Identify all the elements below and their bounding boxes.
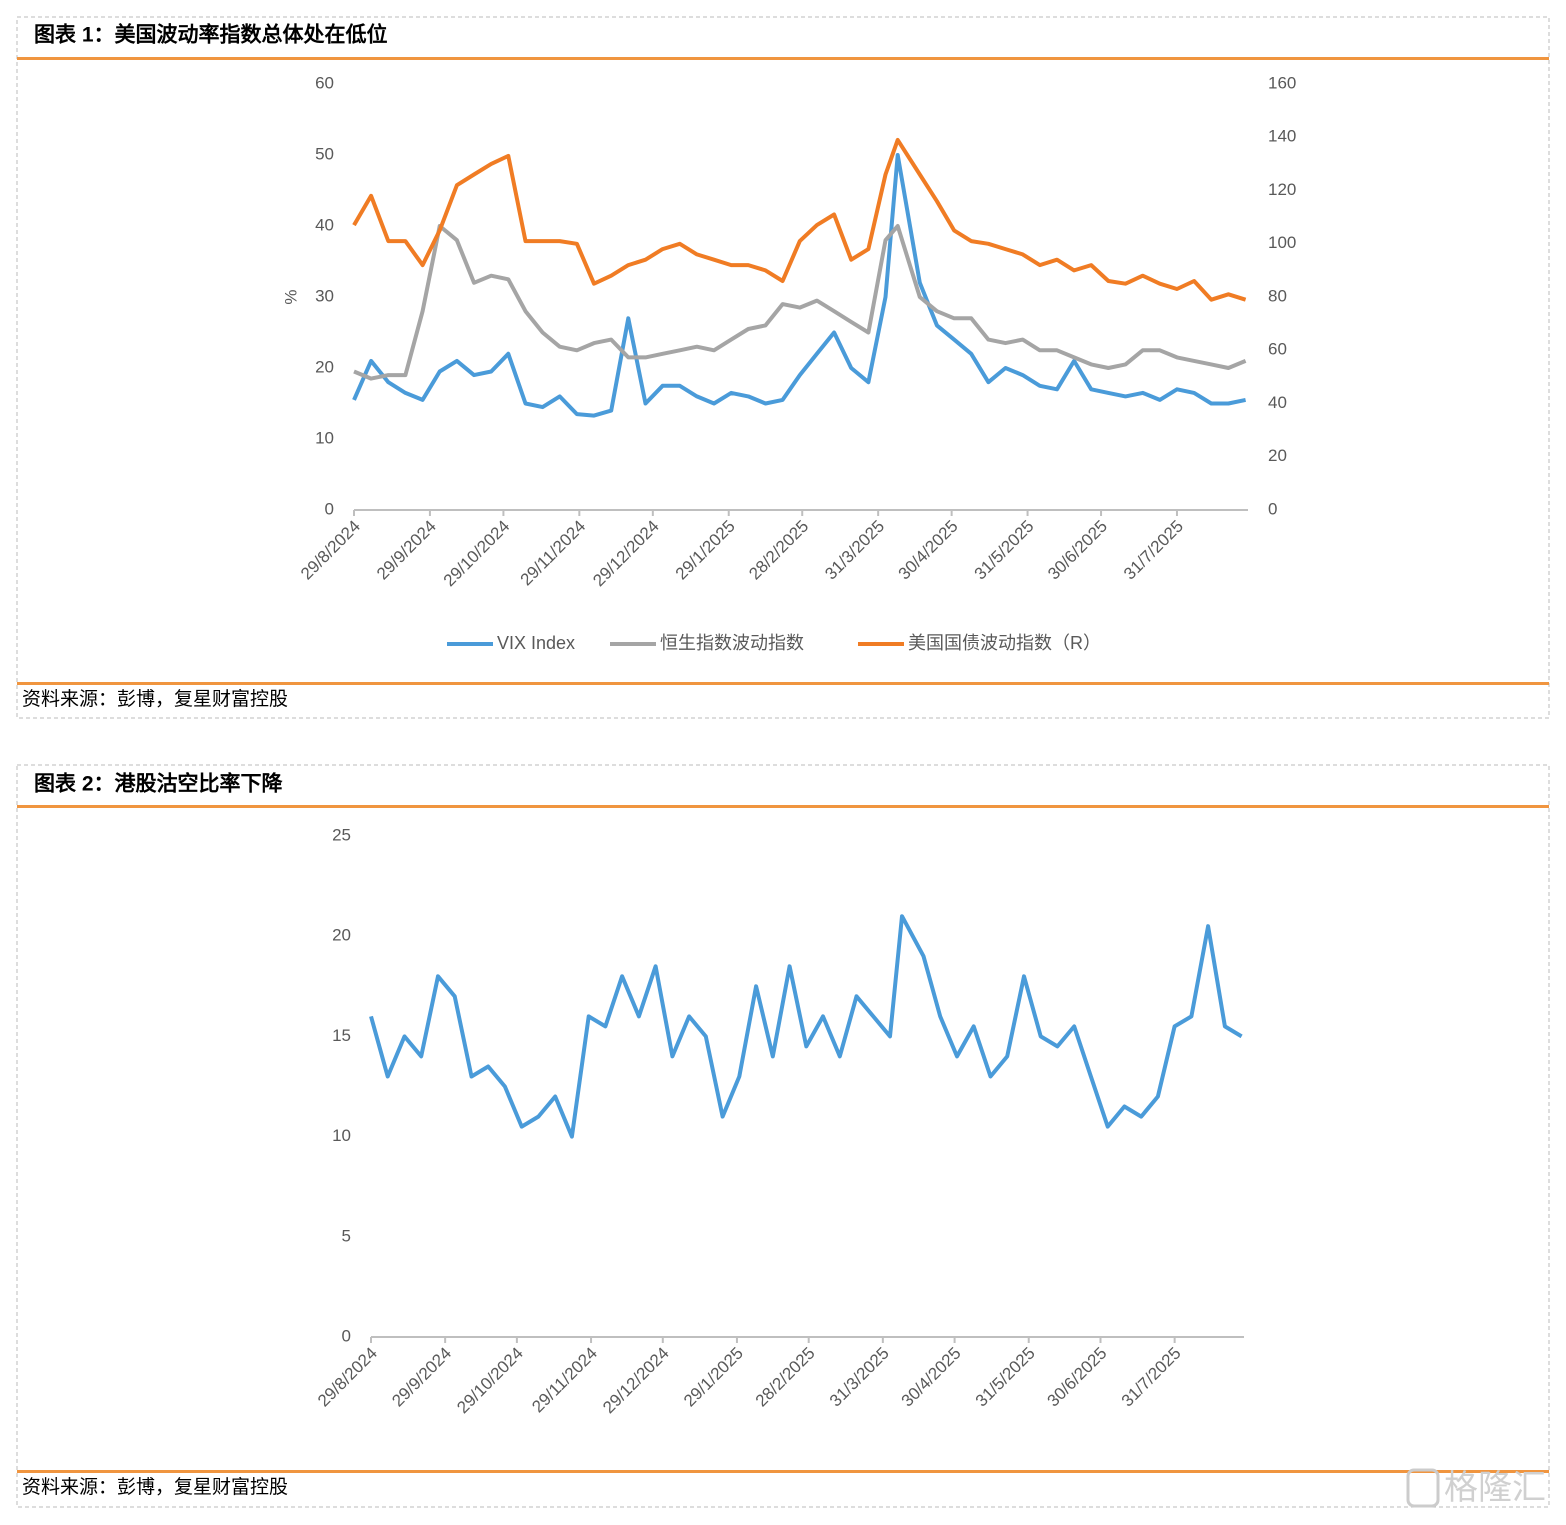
chart-title: 图表 1：美国波动率指数总体处在低位 — [34, 23, 388, 47]
x-tick-label: 29/9/2024 — [388, 1344, 455, 1411]
x-tick-label: 29/11/2024 — [517, 517, 590, 590]
x-tick-label: 29/8/2024 — [314, 1344, 381, 1411]
y-tick-label: 0 — [342, 1326, 351, 1345]
x-tick-label: 29/12/2024 — [589, 517, 663, 591]
panel-border — [16, 764, 1550, 1508]
y2-tick-label: 80 — [1268, 286, 1287, 305]
series-line — [369, 914, 1243, 1139]
y-tick-label: 5 — [342, 1226, 351, 1245]
legend-label: 美国国债波动指数（R） — [908, 633, 1101, 653]
x-tick-label: 28/2/2025 — [745, 517, 812, 584]
x-tick-label: 31/5/2025 — [971, 517, 1038, 584]
x-tick-label: 30/4/2025 — [898, 1344, 965, 1411]
y-tick-label: 20 — [332, 926, 351, 945]
y2-tick-label: 120 — [1268, 180, 1296, 199]
x-tick-label: 31/5/2025 — [972, 1344, 1039, 1411]
x-tick-label: 30/4/2025 — [895, 517, 962, 584]
panel-border — [16, 16, 1550, 719]
y-tick-label: 0 — [325, 499, 334, 518]
y2-tick-label: 160 — [1268, 73, 1296, 92]
watermark: 格隆汇 — [1444, 1469, 1546, 1507]
y-tick-label: 50 — [315, 144, 334, 163]
source-note: 资料来源：彭博，复星财富控股 — [22, 1476, 288, 1498]
y-tick-label: 15 — [332, 1026, 351, 1045]
y-tick-label: 25 — [332, 825, 351, 844]
x-tick-label: 29/1/2025 — [672, 517, 739, 584]
y2-tick-label: 40 — [1268, 393, 1287, 412]
x-tick-label: 31/7/2025 — [1118, 1344, 1185, 1411]
y-tick-label: 60 — [315, 73, 334, 92]
source-note: 资料来源：彭博，复星财富控股 — [22, 688, 288, 710]
x-tick-label: 29/9/2024 — [373, 517, 440, 584]
y-tick-label: 40 — [315, 215, 334, 234]
y-tick-label: 10 — [332, 1126, 351, 1145]
title-rule — [17, 57, 1549, 60]
source-rule — [17, 1470, 1549, 1473]
x-tick-label: 29/11/2024 — [528, 1344, 601, 1417]
watermark-icon — [1406, 1468, 1440, 1508]
y-axis-label: % — [281, 289, 300, 304]
x-tick-label: 29/8/2024 — [297, 517, 364, 584]
legend-label: VIX Index — [497, 633, 575, 653]
series-line — [352, 137, 1247, 302]
y2-tick-label: 140 — [1268, 127, 1296, 146]
x-tick-label: 31/3/2025 — [826, 1344, 893, 1411]
title-rule — [17, 805, 1549, 808]
x-tick-label: 29/12/2024 — [599, 1344, 673, 1418]
legend-label: 恒生指数波动指数 — [660, 633, 804, 653]
x-tick-label: 29/10/2024 — [453, 1344, 527, 1418]
chart-title: 图表 2：港股沽空比率下降 — [34, 772, 284, 796]
x-tick-label: 30/6/2025 — [1044, 517, 1111, 584]
x-tick-label: 29/1/2025 — [680, 1344, 747, 1411]
x-tick-label: 30/6/2025 — [1044, 1344, 1111, 1411]
series-line — [353, 224, 1247, 381]
y2-tick-label: 60 — [1268, 340, 1287, 359]
series-line — [352, 153, 1247, 418]
y-tick-label: 30 — [315, 286, 334, 305]
y-tick-label: 20 — [315, 357, 334, 376]
y2-tick-label: 0 — [1268, 499, 1277, 518]
y-tick-label: 10 — [315, 428, 334, 447]
x-tick-label: 29/10/2024 — [440, 517, 514, 591]
y2-tick-label: 20 — [1268, 446, 1287, 465]
x-tick-label: 31/7/2025 — [1120, 517, 1187, 584]
x-tick-label: 31/3/2025 — [821, 517, 888, 584]
y2-tick-label: 100 — [1268, 233, 1296, 252]
source-rule — [17, 682, 1549, 685]
x-tick-label: 28/2/2025 — [752, 1344, 819, 1411]
